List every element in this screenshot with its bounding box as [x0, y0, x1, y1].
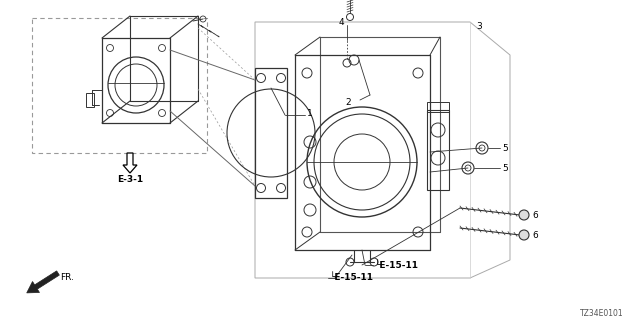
Text: 5: 5 — [502, 143, 508, 153]
Text: TZ34E0101: TZ34E0101 — [580, 308, 623, 317]
Text: 2: 2 — [345, 98, 351, 107]
Text: 6: 6 — [532, 230, 538, 239]
Bar — [32, 18, 207, 153]
Circle shape — [519, 210, 529, 220]
Circle shape — [519, 230, 529, 240]
Bar — [86, 93, 94, 107]
FancyArrow shape — [27, 271, 60, 293]
Text: 4: 4 — [339, 18, 344, 27]
Bar — [255, 68, 287, 198]
Text: 6: 6 — [532, 211, 538, 220]
Text: └E-15-11: └E-15-11 — [330, 274, 374, 283]
Text: FR.: FR. — [60, 273, 74, 282]
Bar — [427, 102, 449, 112]
Text: 5: 5 — [502, 164, 508, 172]
Bar — [427, 110, 449, 190]
Text: 3: 3 — [476, 21, 482, 30]
Text: E-3-1: E-3-1 — [117, 174, 143, 183]
Text: 1: 1 — [307, 108, 313, 117]
Text: └E-15-11: └E-15-11 — [375, 260, 419, 269]
FancyArrow shape — [123, 153, 137, 173]
